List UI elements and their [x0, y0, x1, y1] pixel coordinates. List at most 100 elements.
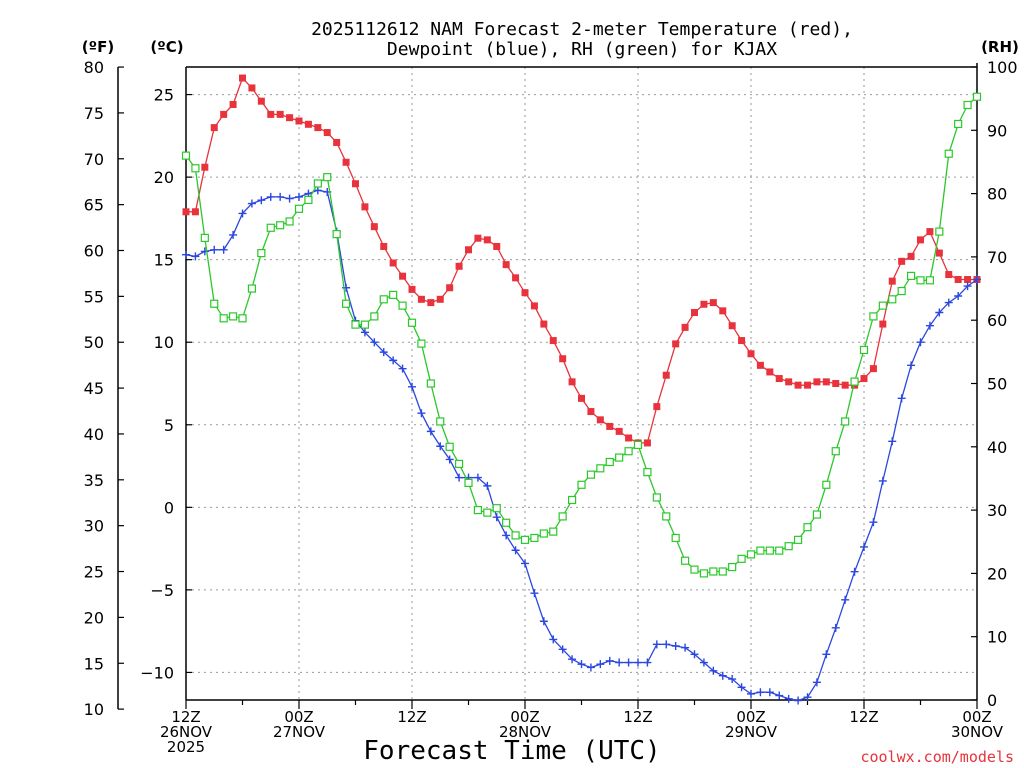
- f-tick-label: 30: [84, 517, 104, 536]
- temperature-point: [775, 375, 783, 383]
- dewpoint-point: [869, 518, 878, 527]
- dewpoint-point: [549, 635, 558, 644]
- dewpoint-point: [247, 199, 256, 208]
- x-tick-label: 12Z: [623, 708, 652, 726]
- rh-point: [389, 290, 398, 299]
- temperature-point: [926, 228, 934, 236]
- temperature-point: [841, 381, 849, 389]
- dewpoint-point: [888, 437, 897, 446]
- series-line-dewpoint: [185, 189, 978, 702]
- f-tick-label: 10: [84, 700, 104, 719]
- rh-point: [737, 554, 746, 563]
- dewpoint-point: [615, 658, 624, 667]
- temperature-point: [719, 307, 727, 315]
- rh-point: [869, 312, 878, 321]
- rh-point: [294, 204, 304, 213]
- rh-point: [210, 299, 219, 308]
- rh-point: [530, 533, 539, 543]
- temperature-point: [446, 284, 454, 292]
- dewpoint-point: [860, 542, 868, 551]
- dewpoint-point: [916, 338, 925, 347]
- rh-point: [615, 453, 624, 462]
- temperature-point: [822, 378, 830, 386]
- rh-point: [436, 417, 445, 426]
- temperature-point: [879, 320, 887, 328]
- dewpoint-point: [765, 688, 774, 697]
- dewpoint-point: [973, 275, 981, 284]
- rh-point: [313, 179, 322, 188]
- rh-point: [888, 295, 897, 304]
- temperature-point: [691, 309, 698, 317]
- f-tick-label: 55: [84, 287, 104, 306]
- dewpoint-point: [699, 658, 708, 667]
- temperature-point: [954, 275, 962, 283]
- rh-point: [963, 100, 972, 110]
- rh-point: [520, 535, 530, 544]
- series-dewpoint: [182, 186, 981, 705]
- rh-point: [944, 149, 953, 158]
- c-tick-label: 0: [164, 498, 174, 517]
- rh-point: [793, 535, 803, 544]
- rh-point: [972, 92, 982, 101]
- dewpoint-point: [907, 361, 916, 370]
- rh-point: [784, 542, 793, 551]
- rh-point: [662, 512, 671, 521]
- rh-point: [671, 533, 680, 543]
- dewpoint-point: [568, 655, 577, 664]
- rh-point: [238, 314, 247, 323]
- rh-point: [878, 301, 887, 310]
- rh-point: [709, 567, 718, 576]
- rh-point: [191, 164, 200, 173]
- dewpoint-point: [389, 356, 398, 365]
- dewpoint-point: [417, 409, 426, 418]
- fahrenheit-axis: 80 75 70 65 60 55 50 45 40 35 30 25 20 15 10: [84, 58, 124, 719]
- temperature-point: [964, 275, 972, 283]
- temperature-point: [559, 355, 567, 363]
- rh-point: [746, 550, 756, 559]
- temperature-point: [399, 272, 407, 280]
- rh-point: [464, 478, 473, 487]
- dewpoint-point: [925, 321, 934, 330]
- dewpoint-point: [398, 364, 407, 373]
- temperature-point: [493, 242, 501, 250]
- c-tick-label: −10: [140, 663, 174, 682]
- temperature-point: [436, 295, 444, 303]
- rh-tick-label: 100: [987, 58, 1018, 77]
- x-tick-label: 28NOV: [499, 723, 552, 741]
- dewpoint-point: [737, 683, 746, 692]
- series-line-temperature: [186, 76, 977, 444]
- dewpoint-point: [935, 308, 944, 317]
- rh-tick-label: 80: [987, 185, 1007, 204]
- rh-point: [652, 493, 661, 502]
- temperature-point: [540, 320, 548, 328]
- unit-fahrenheit: (ºF): [82, 38, 114, 56]
- rh-tick-label: 70: [987, 248, 1007, 267]
- rh-point: [841, 417, 850, 426]
- temperature-point: [427, 299, 435, 307]
- temperature-point: [408, 285, 416, 293]
- rh-point: [492, 504, 501, 513]
- rh-point: [897, 286, 906, 296]
- rh-point: [445, 442, 454, 451]
- rh-point: [916, 276, 925, 285]
- dewpoint-point: [841, 595, 850, 604]
- temperature-point: [728, 322, 736, 330]
- f-tick-label: 75: [84, 104, 104, 123]
- dewpoint-point: [756, 688, 765, 697]
- c-tick-label: 15: [154, 251, 174, 270]
- temperature-point: [653, 403, 661, 411]
- rh-point: [643, 468, 652, 477]
- temperature-point: [295, 117, 303, 125]
- rh-point: [454, 459, 464, 468]
- rh-point: [859, 345, 869, 355]
- f-tick-label: 70: [84, 150, 104, 169]
- rh-point: [426, 379, 435, 388]
- f-tick-label: 25: [84, 563, 104, 582]
- f-tick-label: 65: [84, 196, 104, 215]
- temperature-point: [417, 295, 425, 303]
- f-tick-label: 80: [84, 58, 104, 77]
- rh-point: [775, 546, 784, 555]
- dewpoint-point: [257, 196, 266, 205]
- dewpoint-point: [360, 328, 369, 337]
